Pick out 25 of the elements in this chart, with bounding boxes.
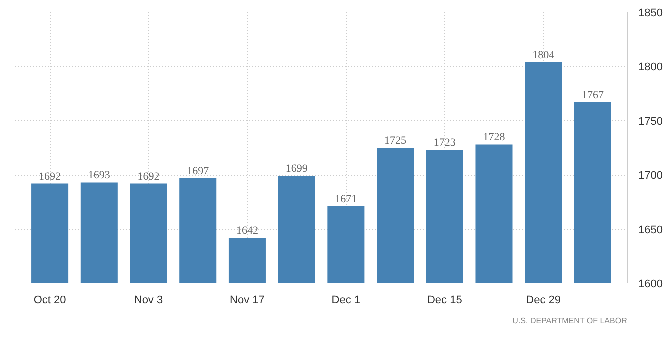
- x-tick-label: Dec 29: [526, 294, 562, 306]
- x-tick-label: Nov 17: [230, 294, 265, 306]
- data-label: 1692: [138, 170, 160, 183]
- data-label: 1767: [582, 89, 604, 102]
- data-label: 1697: [187, 165, 210, 178]
- x-tick-label: Dec 1: [332, 294, 361, 306]
- data-label: 1728: [483, 132, 506, 144]
- text: U.S. DEPARTMENT OF LABOR: [512, 316, 628, 326]
- data-label: 1804: [532, 49, 556, 62]
- x-tick-label: Dec 15: [427, 294, 462, 306]
- data-label: 1699: [286, 163, 308, 176]
- data-label: 1671: [335, 194, 358, 206]
- y-tick-label: 1850: [638, 8, 663, 20]
- x-tick-label: Oct 20: [34, 294, 66, 306]
- data-label: 1693: [88, 170, 111, 182]
- data-label: 1692: [39, 170, 62, 183]
- data-label: 1723: [434, 137, 456, 150]
- y-tick-label: 1650: [638, 224, 663, 236]
- y-tick-label: 1800: [638, 62, 663, 74]
- y-tick-label: 1700: [638, 170, 663, 182]
- y-tick-label: 1750: [638, 116, 663, 128]
- data-label: 1725: [384, 135, 408, 147]
- data-label: 1642: [236, 224, 258, 237]
- y-tick-label: 1600: [638, 278, 663, 290]
- x-tick-label: Nov 3: [134, 294, 164, 306]
